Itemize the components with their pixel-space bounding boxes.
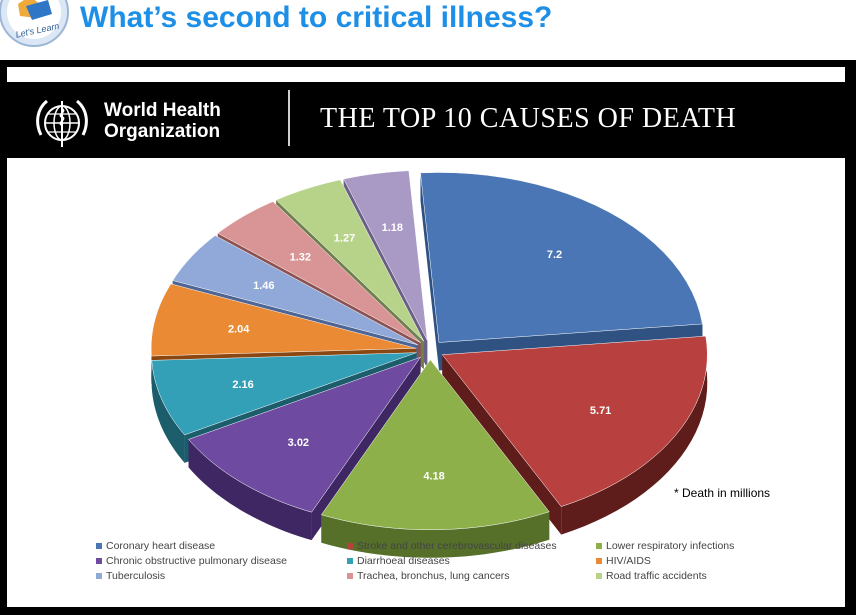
legend-swatch xyxy=(596,573,602,580)
legend-item: Lower respiratory infections xyxy=(596,540,734,553)
banner-divider xyxy=(288,90,290,146)
legend-swatch xyxy=(347,573,353,580)
legend-item: Trachea, bronchus, lung cancers xyxy=(347,570,510,583)
legend-label: Tuberculosis xyxy=(106,570,166,582)
slice-side-3 xyxy=(321,511,550,558)
slice-8 xyxy=(217,201,421,343)
slice-label-1: 7.2 xyxy=(547,249,562,261)
slice-label-9: 1.27 xyxy=(334,232,355,244)
legend-swatch xyxy=(96,573,102,580)
lets-learn-logo: Let's Learn xyxy=(0,0,69,47)
who-emblem-icon xyxy=(36,99,88,147)
slice-side-2 xyxy=(561,336,708,535)
legend-label: Road traffic accidents xyxy=(606,570,707,582)
who-org-name: World Health Organization xyxy=(104,100,221,142)
legend-item: Chronic obstructive pulmonary disease xyxy=(96,555,287,568)
legend-item: Diarrhoeal diseases xyxy=(347,555,450,568)
slice-label-8: 1.32 xyxy=(290,252,311,264)
legend-item: Coronary heart disease xyxy=(96,540,215,553)
slice-2 xyxy=(441,335,708,507)
legend-item: HIV/AIDS xyxy=(596,555,651,568)
slice-5 xyxy=(151,352,417,436)
legend-item: Stroke and other cerebrovascular disease… xyxy=(347,540,557,553)
slice-6 xyxy=(150,283,417,357)
slice-label-10: 1.18 xyxy=(382,222,403,234)
chart-footnote: * Death in millions xyxy=(674,486,771,500)
legend-label: Coronary heart disease xyxy=(106,540,216,552)
slice-9 xyxy=(275,179,425,342)
slice-side-4 xyxy=(188,439,312,541)
who-org-line2: Organization xyxy=(104,121,221,142)
who-banner xyxy=(7,82,845,158)
legend-swatch xyxy=(96,558,102,565)
slice-side-5 xyxy=(151,360,185,463)
slice-label-7: 1.46 xyxy=(253,280,274,292)
slice-wall-1-0 xyxy=(420,172,439,371)
legend-label: HIV/AIDS xyxy=(606,555,651,567)
legend-swatch xyxy=(96,543,102,550)
slice-7 xyxy=(172,235,419,346)
legend-swatch xyxy=(347,543,353,550)
legend-label: Chronic obstructive pulmonary disease xyxy=(106,555,287,567)
who-org-line1: World Health xyxy=(104,100,221,121)
legend-swatch xyxy=(347,558,353,565)
slice-3 xyxy=(320,359,550,531)
legend-label: Lower respiratory infections xyxy=(606,540,735,552)
page-title: What’s second to critical illness? xyxy=(80,1,553,34)
legend-item: Tuberculosis xyxy=(96,570,165,583)
legend-label: Diarrhoeal diseases xyxy=(357,555,450,567)
legend-swatch xyxy=(596,543,602,550)
slice-label-2: 5.71 xyxy=(590,405,611,417)
legend-label: Trachea, bronchus, lung cancers xyxy=(357,570,510,582)
slice-1 xyxy=(420,172,703,343)
slice-label-6: 2.04 xyxy=(228,324,250,336)
legend-item: Road traffic accidents xyxy=(596,570,707,583)
slice-4 xyxy=(188,356,422,513)
legend-label: Stroke and other cerebrovascular disease… xyxy=(357,540,557,552)
slice-10 xyxy=(343,170,428,341)
slice-label-3: 4.18 xyxy=(423,470,444,482)
legend-swatch xyxy=(596,558,602,565)
slice-label-5: 2.16 xyxy=(232,379,253,391)
banner-title: THE TOP 10 CAUSES OF DEATH xyxy=(320,103,737,134)
slice-label-4: 3.02 xyxy=(288,437,309,449)
